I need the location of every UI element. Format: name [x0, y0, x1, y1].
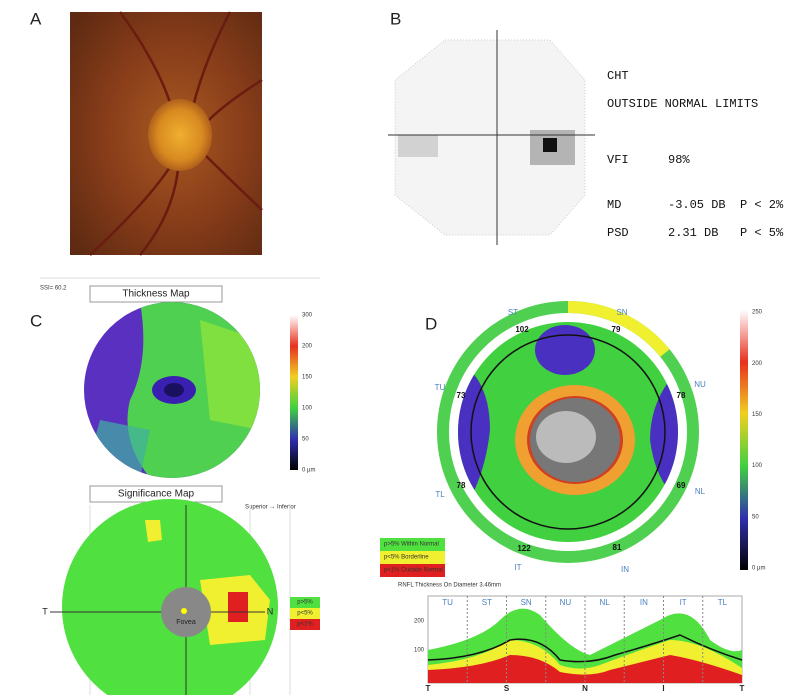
panel-label: D	[425, 314, 437, 333]
profile-sector: TL	[718, 598, 728, 607]
axis-label: N	[267, 606, 274, 616]
sector-value: 78	[457, 481, 466, 490]
test-name: CHT	[607, 69, 629, 83]
panel-label: A	[30, 9, 42, 28]
profile-sector: IT	[680, 598, 687, 607]
legend-entry: p<1%	[297, 622, 313, 628]
sector-name: IN	[621, 565, 629, 574]
rect-shape	[398, 135, 438, 157]
legend-entry: p<5%	[297, 611, 313, 617]
profile-sector: NL	[600, 598, 611, 607]
x-tick-label: T	[426, 684, 431, 693]
ssi: SSI= 60.2	[40, 286, 67, 292]
scale-label: 100	[302, 406, 313, 412]
scale-label: 100	[752, 463, 763, 469]
x-tick-label: T	[740, 684, 745, 693]
rect-shape	[740, 310, 748, 570]
scale-label: 0 µm	[302, 468, 315, 474]
legend-entry: p>5% Within Normal	[384, 542, 439, 548]
panel-label: B	[390, 9, 401, 28]
profile-sector: SN	[521, 598, 532, 607]
legend-entry: p<1% Outside Normal	[384, 568, 443, 574]
profile-sector: NU	[560, 598, 572, 607]
sector-value: 69	[677, 481, 686, 490]
scale-label: 0 µm	[752, 566, 765, 572]
sector-name: NL	[695, 487, 706, 496]
sector-value: 102	[515, 325, 529, 334]
panel-c: C SSI= 60.2 Thickness Map 300 200 150 100 50…	[30, 286, 320, 695]
sector-name: TU	[435, 383, 446, 392]
legend-entry: p<5% Borderline	[384, 555, 429, 561]
scale-label: 50	[752, 514, 759, 520]
rect-shape	[290, 315, 298, 470]
sector-value: 78	[677, 391, 686, 400]
rect-shape	[228, 592, 248, 622]
circle-shape	[181, 608, 187, 614]
row-label: PSD	[607, 226, 629, 240]
profile-sector: TU	[442, 598, 453, 607]
row-value: -3.05 DB	[668, 198, 726, 212]
x-tick-label: I	[662, 684, 664, 693]
x-tick-label: S	[504, 684, 510, 693]
sector-name: TL	[435, 490, 445, 499]
thickness-map	[84, 302, 260, 478]
row-label: VFI	[607, 153, 629, 167]
scale-label: 300	[302, 313, 313, 319]
test-result: OUTSIDE NORMAL LIMITS	[607, 97, 758, 111]
fovea-label: Fovea	[176, 619, 196, 626]
legend-entry: p>5%	[297, 600, 313, 606]
y-tick-label: 100	[414, 648, 425, 654]
orientation: Superior → Inferior	[245, 505, 296, 511]
row-value: 98%	[668, 153, 690, 167]
axis-label: T	[42, 606, 48, 616]
scale-label: 50	[302, 437, 309, 443]
ellipse-shape	[164, 383, 184, 397]
scale-label: 200	[302, 344, 313, 350]
map-title: Significance Map	[118, 489, 195, 500]
panel-b: B CHT OUTSIDE NORMAL LIMITS VFI 98% MD -…	[388, 9, 784, 245]
sector-value: 122	[517, 544, 531, 553]
profile-sector: IN	[640, 598, 648, 607]
sector-value: 81	[613, 543, 622, 552]
row-value: 2.31 DB	[668, 226, 718, 240]
sector-name: SN	[616, 308, 627, 317]
scale-label: 200	[752, 361, 763, 367]
sector-name: ST	[508, 308, 518, 317]
row-p: P < 2%	[740, 198, 784, 212]
g-shape: 300 200 150 100 50 0 µm	[302, 313, 315, 474]
row-p: P < 5%	[740, 226, 784, 240]
scale-label: 250	[752, 310, 763, 316]
profile-title: RNFL Thickness On Diameter 3.46mm	[398, 583, 501, 589]
row-label: MD	[607, 198, 621, 212]
map-title: Thickness Map	[122, 289, 190, 300]
ellipse-shape	[535, 325, 595, 375]
rect-shape	[543, 138, 557, 152]
optic-disc	[148, 99, 212, 171]
sector-value: 73	[457, 391, 466, 400]
x-tick-label: N	[582, 684, 588, 693]
y-tick-label: 200	[414, 619, 425, 625]
sector-name: IT	[514, 563, 521, 572]
ellipse-shape	[536, 411, 596, 463]
g-shape: 250 200 150 100 50 0 µm	[752, 310, 765, 572]
figure: A B CHT OUTSIDE NORMAL LIMITS VFI 98% MD…	[0, 0, 786, 695]
scale-label: 150	[302, 375, 313, 381]
path-shape	[145, 520, 162, 542]
profile-sector: ST	[482, 598, 492, 607]
sector-value: 79	[612, 325, 621, 334]
scale-label: 150	[752, 412, 763, 418]
panel-label: C	[30, 311, 42, 330]
panel-a: A	[30, 9, 262, 255]
sector-name: NU	[694, 380, 706, 389]
